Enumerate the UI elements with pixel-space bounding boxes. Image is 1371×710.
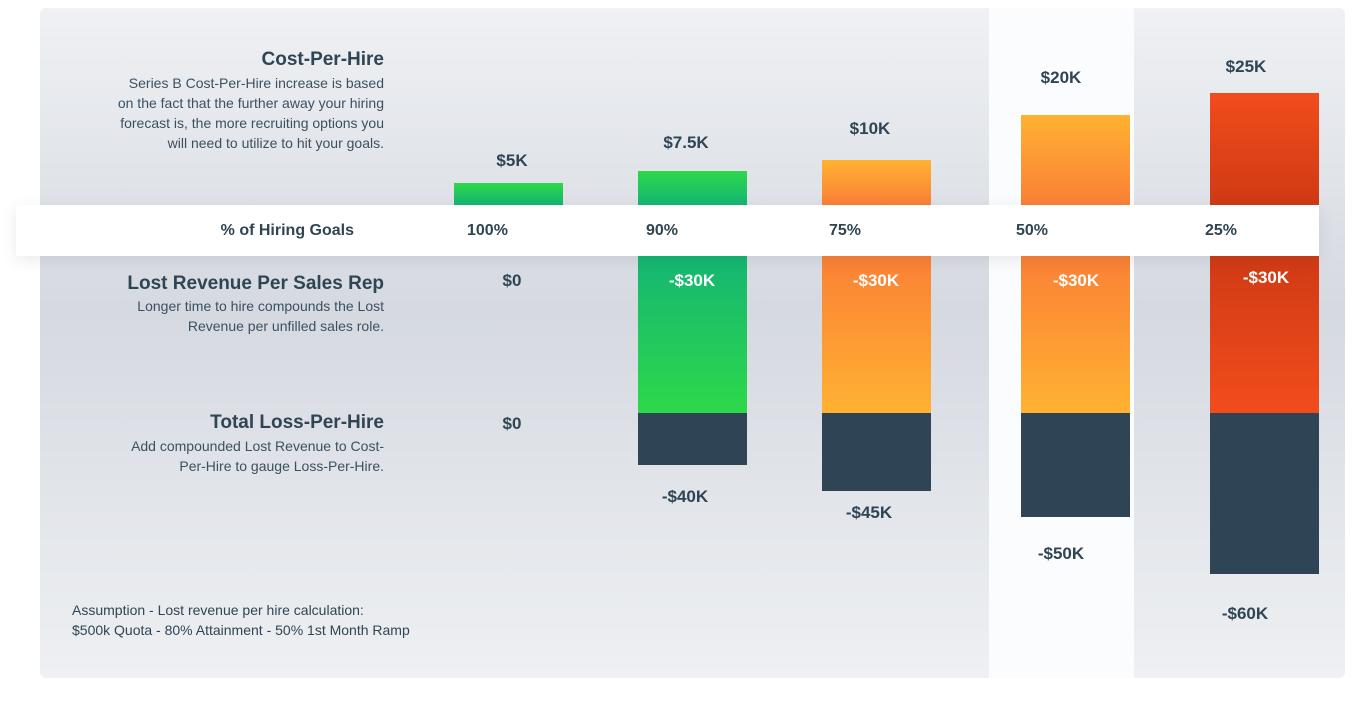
hiring-goals-axis-label: % of Hiring Goals bbox=[220, 222, 354, 239]
total-loss-label-50: -$50K bbox=[1037, 544, 1085, 563]
total-loss-bar-25 bbox=[1210, 413, 1319, 574]
lost-revenue-label-25: -$30K bbox=[1242, 268, 1290, 287]
cost-label-100: $5K bbox=[496, 151, 528, 170]
total-loss-label-90: -$40K bbox=[661, 487, 709, 506]
total-loss-label-100: $0 bbox=[502, 414, 522, 433]
cost-bar-25 bbox=[1210, 92, 1319, 205]
lost-revenue-description: Longer time to hire compounds the Lost R… bbox=[137, 298, 384, 334]
lost-revenue-title: Lost Revenue Per Sales Rep bbox=[127, 273, 384, 294]
cost-label-90: $7.5K bbox=[663, 133, 709, 152]
total-loss-title: Total Loss-Per-Hire bbox=[210, 412, 384, 433]
total-loss-label-75: -$45K bbox=[845, 503, 893, 522]
lost-revenue-label-90: -$30K bbox=[668, 271, 716, 290]
lost-revenue-bar-90 bbox=[638, 252, 747, 413]
lost-revenue-label-100: $0 bbox=[502, 271, 522, 290]
lost-revenue-bar-75 bbox=[822, 252, 931, 413]
lost-revenue-label-75: -$30K bbox=[852, 271, 900, 290]
category-label-50: 50% bbox=[1016, 222, 1049, 239]
category-label-25: 25% bbox=[1205, 222, 1238, 239]
category-label-100: 100% bbox=[467, 222, 508, 239]
total-loss-bar-90 bbox=[638, 413, 747, 465]
hiring-goals-band bbox=[16, 205, 1319, 256]
total-loss-label-25: -$60K bbox=[1221, 604, 1269, 623]
cost-per-hire-description: Series B Cost-Per-Hire increase is based… bbox=[117, 75, 384, 151]
footnote-line-2: $500k Quota - 80% Attainment - 50% 1st M… bbox=[72, 622, 410, 638]
category-label-90: 90% bbox=[646, 222, 679, 239]
footnote-line-1: Assumption - Lost revenue per hire calcu… bbox=[72, 602, 364, 618]
cost-bar-90 bbox=[638, 171, 747, 205]
lost-revenue-bar-50 bbox=[1021, 252, 1130, 413]
cost-bar-100 bbox=[454, 182, 563, 205]
assumption-footnote: Assumption - Lost revenue per hire calcu… bbox=[72, 600, 410, 640]
cost-bar-75 bbox=[822, 160, 931, 205]
cost-label-75: $10K bbox=[849, 119, 891, 138]
total-loss-description: Add compounded Lost Revenue to Cost-Per-… bbox=[131, 438, 384, 474]
lost-revenue-bar-25 bbox=[1210, 252, 1319, 413]
total-loss-bar-75 bbox=[822, 413, 931, 491]
lost-revenue-label-50: -$30K bbox=[1052, 271, 1100, 290]
total-loss-bar-50 bbox=[1021, 413, 1130, 517]
cost-bar-50 bbox=[1021, 115, 1130, 205]
cost-label-25: $25K bbox=[1225, 57, 1267, 76]
cost-per-hire-title: Cost-Per-Hire bbox=[261, 49, 384, 70]
category-label-75: 75% bbox=[829, 222, 862, 239]
cost-label-50: $20K bbox=[1040, 68, 1082, 87]
